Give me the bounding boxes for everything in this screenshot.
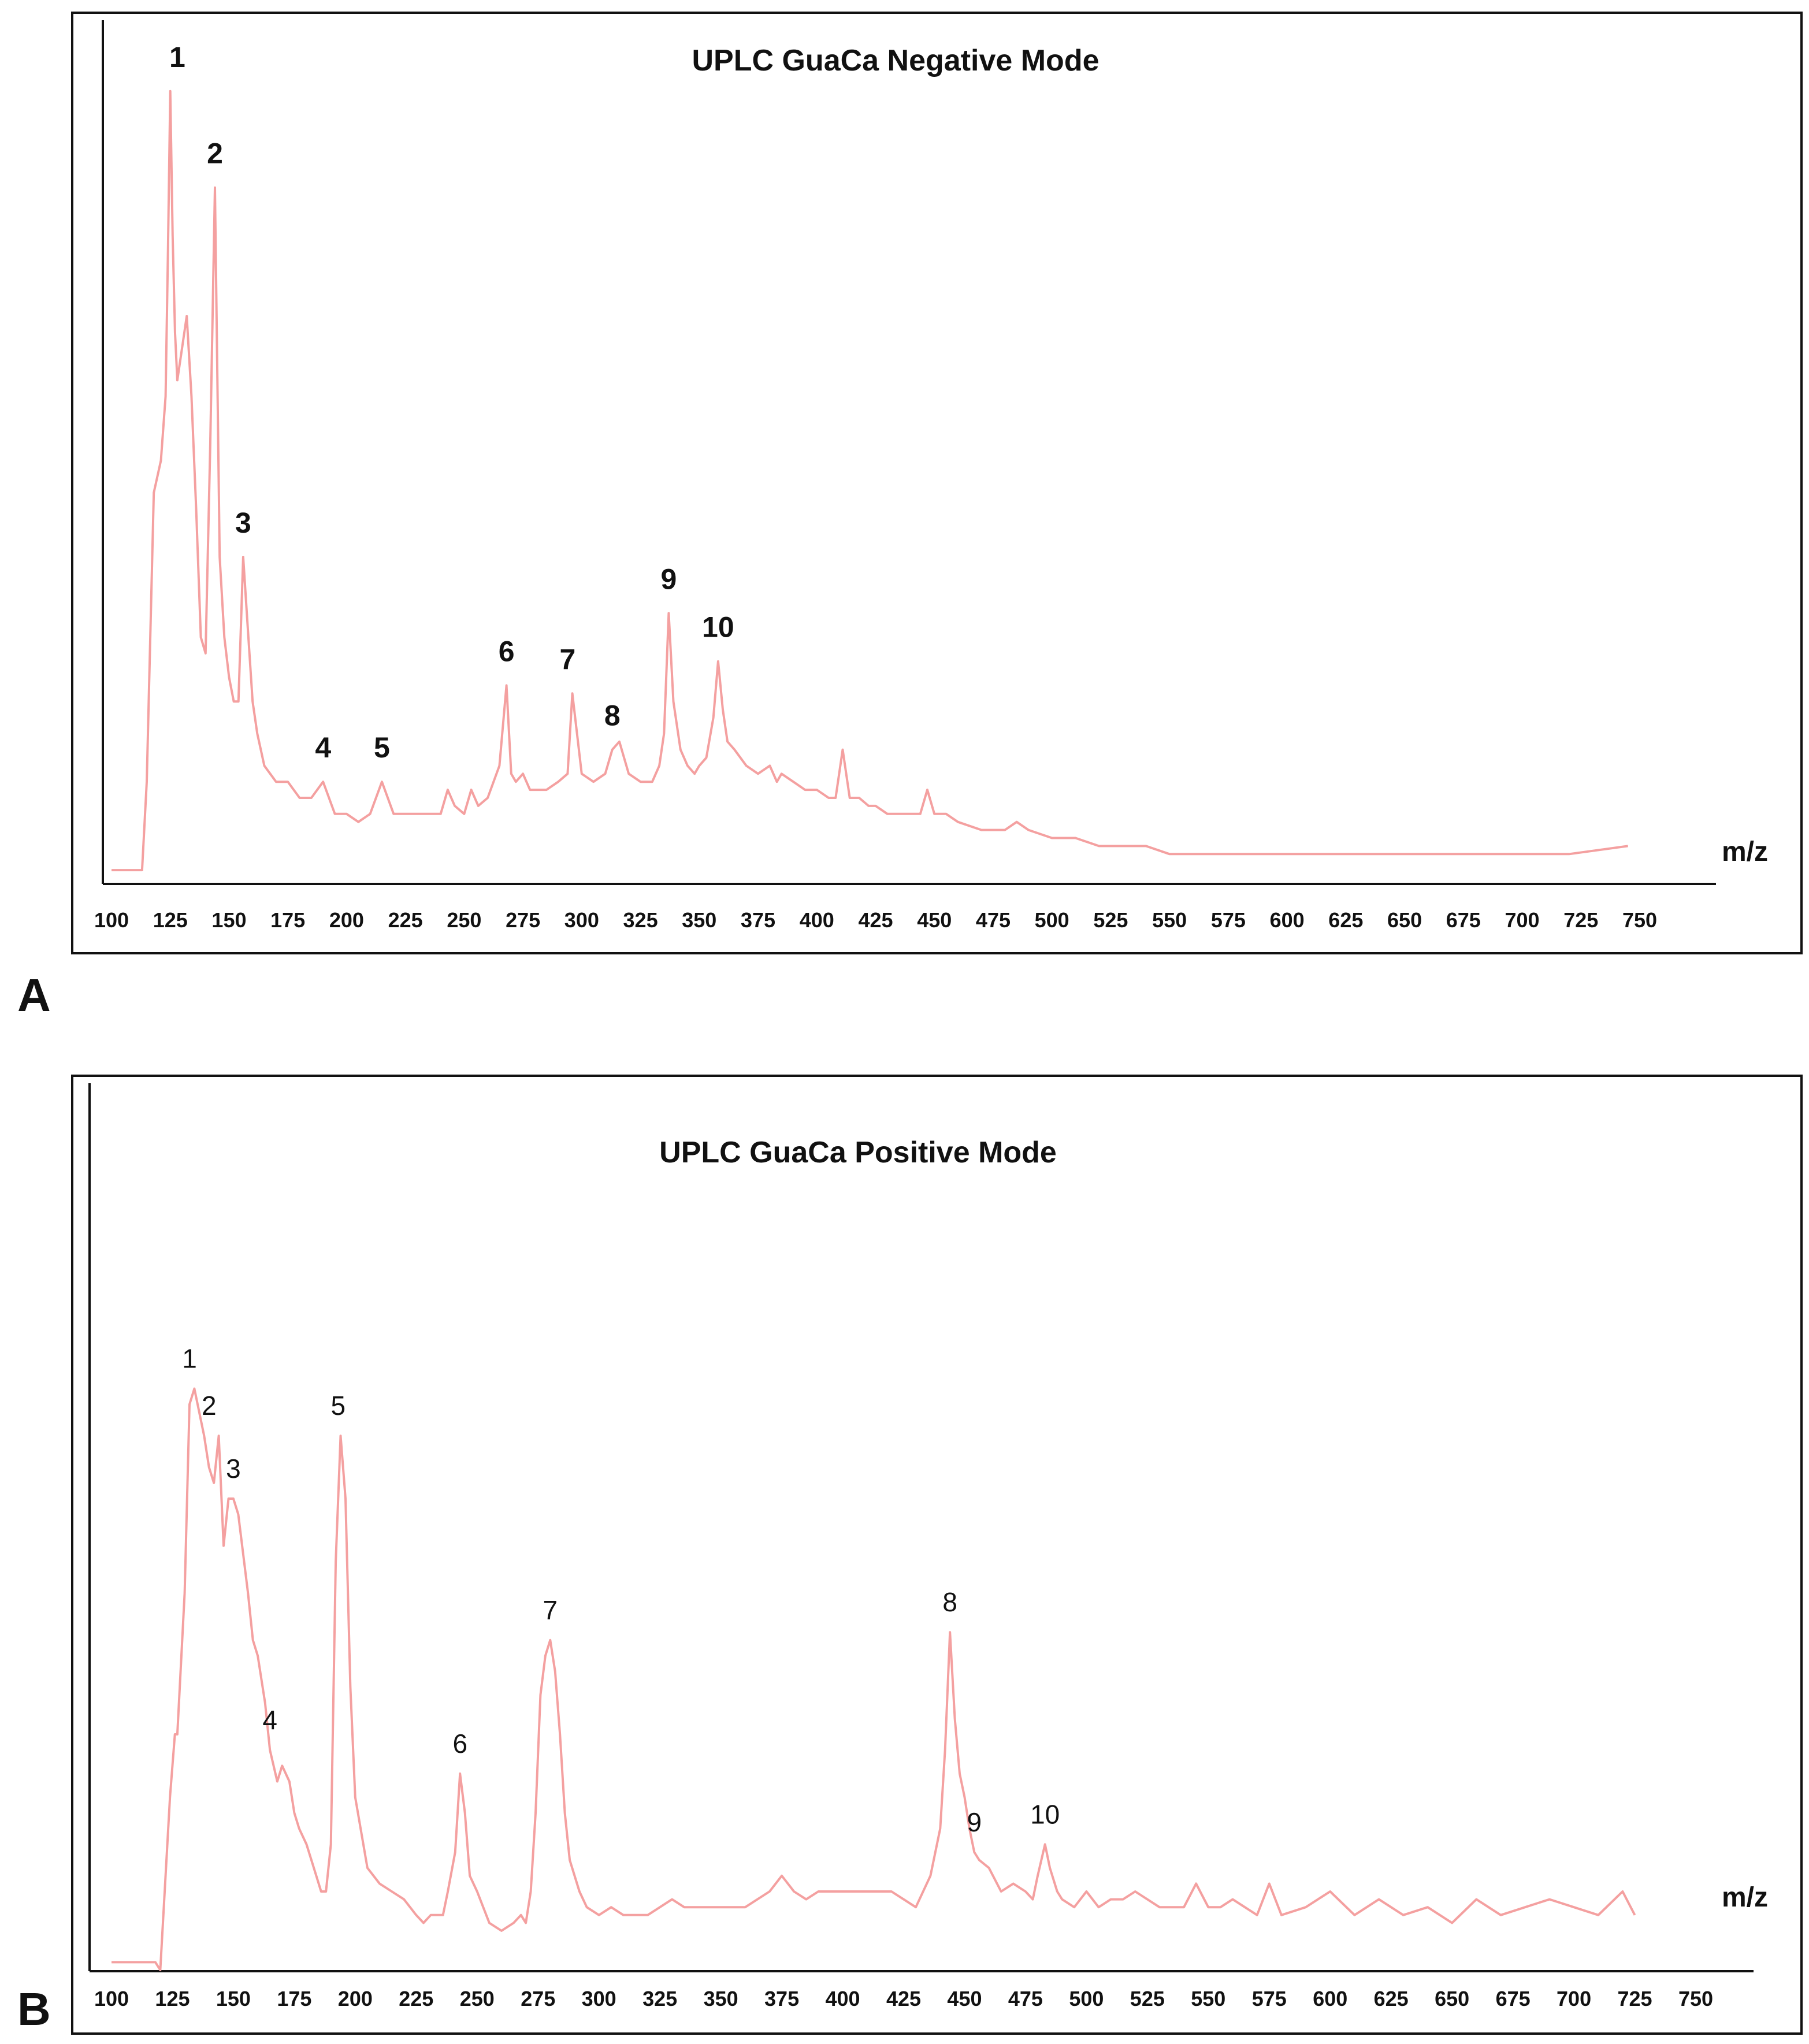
x-tick-label: 150 [216, 1987, 251, 2010]
x-tick-label: 450 [917, 908, 952, 932]
peak-label: 10 [1030, 1799, 1060, 1829]
peak-label: 8 [604, 700, 621, 732]
peak-label: 8 [942, 1587, 957, 1617]
x-tick-label: 400 [800, 908, 834, 932]
chart-panel-b: UPLC GuaCa Positive Mode m/z 100 125 150 17… [71, 1075, 1803, 2035]
x-tick-label: 425 [858, 908, 893, 932]
x-tick-label: 275 [521, 1987, 555, 2010]
panel-b-title: UPLC GuaCa Positive Mode [659, 1136, 1057, 1169]
x-tick-label: 200 [338, 1987, 373, 2010]
x-tick-label: 650 [1435, 1987, 1469, 2010]
x-tick-label: 675 [1496, 1987, 1531, 2010]
x-tick-label: 700 [1557, 1987, 1591, 2010]
peak-label: 9 [661, 563, 677, 595]
x-tick-label: 250 [447, 908, 481, 932]
x-tick-label: 475 [1008, 1987, 1043, 2010]
x-tick-label: 650 [1387, 908, 1422, 932]
x-tick-label: 500 [1069, 1987, 1104, 2010]
x-tick-label: 475 [976, 908, 1011, 932]
panel-b-peak-labels: 12 3 4 5 6 7 8 9 10 [182, 1344, 1060, 1837]
x-tick-label: 350 [704, 1987, 738, 2010]
x-tick-label: 375 [741, 908, 775, 932]
x-tick-label: 125 [155, 1987, 190, 2010]
panel-letter-a: A [17, 969, 51, 1021]
peak-label: 1 [182, 1344, 197, 1374]
panel-a-frame [71, 12, 1803, 954]
x-tick-label: 425 [886, 1987, 921, 2010]
peak-label: 7 [543, 1595, 558, 1625]
x-tick-label: 275 [506, 908, 540, 932]
x-tick-label: 525 [1093, 908, 1128, 932]
x-tick-label: 675 [1446, 908, 1481, 932]
x-tick-label: 525 [1130, 1987, 1165, 2010]
x-tick-label: 725 [1563, 908, 1598, 932]
panel-b-tick-labels: 100 125 150 175 200 225 250 275 300 325 350 375 400 4… [94, 1987, 1713, 2010]
peak-label: 6 [452, 1729, 467, 1759]
x-tick-label: 375 [764, 1987, 799, 2010]
panel-letter-b: B [17, 1983, 51, 2035]
x-tick-label: 150 [211, 908, 246, 932]
x-tick-label: 225 [388, 908, 423, 932]
x-tick-label: 325 [623, 908, 658, 932]
x-tick-label: 125 [153, 908, 188, 932]
panel-a-tick-labels: 100 125 150 175 200 225 250 275 300 325 350 375 400 4… [94, 908, 1657, 932]
peak-label: 3 [226, 1454, 241, 1484]
peak-label: 3 [235, 507, 251, 539]
x-tick-label: 625 [1328, 908, 1363, 932]
panel-a-series [112, 90, 1628, 872]
panel-b-series [112, 1387, 1636, 1971]
x-tick-label: 750 [1622, 908, 1657, 932]
x-tick-label: 575 [1252, 1987, 1287, 2010]
panel-a-x-axis-label: m/z [1722, 837, 1768, 867]
chart-panel-a: UPLC GuaCa Negative Mode m/z 100 125 150 17… [71, 12, 1803, 954]
peak-label: 4 [262, 1705, 277, 1735]
panel-a-peak-labels: 1 2 3 4 5 6 78 9 10 [169, 41, 734, 764]
x-tick-label: 175 [277, 1987, 311, 2010]
x-tick-label: 325 [642, 1987, 677, 2010]
peak-label: 5 [331, 1391, 346, 1421]
x-tick-label: 100 [94, 1987, 129, 2010]
x-tick-label: 200 [329, 908, 364, 932]
peak-label: 7 [560, 643, 576, 675]
spectrum-line [112, 90, 1628, 872]
x-tick-label: 100 [94, 908, 129, 932]
peak-label: 5 [374, 731, 390, 764]
x-tick-label: 575 [1211, 908, 1246, 932]
x-tick-label: 750 [1678, 1987, 1713, 2010]
spectrum-line [112, 1387, 1636, 1971]
x-tick-label: 400 [825, 1987, 860, 2010]
peak-label: 4 [315, 731, 331, 764]
x-tick-label: 725 [1617, 1987, 1652, 2010]
peak-label: 9 [967, 1807, 982, 1837]
x-tick-label: 550 [1152, 908, 1187, 932]
x-tick-label: 175 [270, 908, 305, 932]
x-tick-label: 600 [1270, 908, 1305, 932]
x-tick-label: 350 [682, 908, 716, 932]
x-tick-label: 225 [399, 1987, 433, 2010]
panel-a-title: UPLC GuaCa Negative Mode [692, 44, 1099, 77]
x-tick-label: 300 [582, 1987, 616, 2010]
peak-label: 1 [169, 41, 185, 73]
peak-label: 6 [499, 635, 515, 667]
x-tick-label: 550 [1191, 1987, 1225, 2010]
x-tick-label: 500 [1035, 908, 1069, 932]
x-tick-label: 600 [1313, 1987, 1347, 2010]
peak-label: 2 [202, 1391, 217, 1421]
panel-b-frame [71, 1075, 1803, 2035]
x-tick-label: 450 [947, 1987, 982, 2010]
x-tick-label: 300 [564, 908, 599, 932]
x-tick-label: 625 [1374, 1987, 1409, 2010]
peak-label: 10 [702, 611, 734, 644]
peak-label: 2 [207, 137, 223, 170]
x-tick-label: 250 [460, 1987, 495, 2010]
panel-b-x-axis-label: m/z [1722, 1882, 1768, 1913]
x-tick-label: 700 [1505, 908, 1539, 932]
